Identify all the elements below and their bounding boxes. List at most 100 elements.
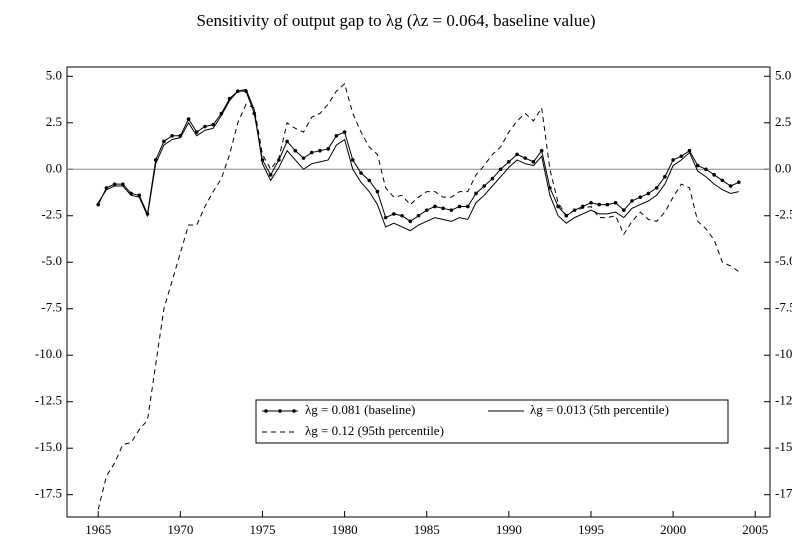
point-marker: [622, 208, 626, 212]
point-marker: [334, 134, 339, 138]
y-tick-label: -15.0: [35, 439, 62, 454]
point-marker: [367, 178, 372, 183]
series-line: [97, 88, 739, 232]
y2-tick-label: -12.5: [775, 393, 792, 408]
point-marker: [309, 150, 314, 155]
x-tick-label: 2005: [742, 522, 768, 537]
point-marker: [465, 204, 470, 209]
y2-tick-label: -7.5: [775, 300, 792, 315]
point-marker: [663, 174, 667, 179]
point-marker: [449, 208, 454, 212]
point-marker: [605, 202, 610, 207]
y2-tick-label: -15.0: [775, 439, 792, 454]
point-marker: [359, 171, 363, 175]
y-tick-label: 2.5: [46, 114, 62, 129]
point-marker: [424, 208, 429, 212]
point-marker: [433, 204, 437, 209]
point-marker: [589, 200, 593, 205]
point-marker: [441, 206, 445, 211]
legend-box: [255, 399, 729, 444]
point-marker: [704, 167, 708, 172]
chart-title: Sensitivity of output gap to λg (λz = 0.…: [196, 11, 595, 30]
x-tick-label: 1980: [332, 522, 358, 537]
point-marker: [137, 193, 142, 198]
point-marker: [482, 184, 487, 188]
point-marker: [630, 199, 634, 203]
point-marker: [342, 130, 347, 134]
point-marker: [531, 160, 536, 164]
y-tick-label: -2.5: [41, 207, 62, 222]
point-marker: [318, 148, 322, 153]
x-tick-label: 1995: [578, 522, 604, 537]
y-tick-label: -17.5: [35, 486, 62, 501]
legend-label: λg = 0.013 (5th percentile): [530, 402, 669, 417]
point-marker: [613, 200, 618, 205]
point-marker: [638, 195, 643, 199]
legend-label: λg = 0.081 (baseline): [305, 402, 415, 417]
series-line: [97, 90, 739, 222]
y-tick-label: 5.0: [46, 67, 62, 82]
point-marker: [162, 139, 166, 144]
point-marker: [646, 191, 651, 196]
point-marker: [490, 176, 495, 181]
legend-label: λg = 0.12 (95th percentile): [305, 423, 444, 438]
point-marker: [654, 186, 659, 190]
point-marker: [474, 191, 478, 196]
point-marker: [392, 212, 396, 216]
point-marker: [400, 213, 404, 218]
x-tick-label: 2000: [660, 522, 686, 537]
point-marker: [301, 156, 306, 160]
legend-marker: [292, 409, 296, 413]
point-marker: [728, 184, 733, 188]
point-marker: [104, 186, 109, 190]
x-tick-label: 1975: [249, 522, 275, 537]
y-tick-label: -5.0: [41, 253, 62, 268]
point-marker: [170, 134, 174, 138]
point-marker: [350, 158, 355, 162]
y2-tick-label: 0.0: [775, 160, 791, 175]
point-marker: [556, 204, 560, 209]
point-marker: [539, 148, 544, 153]
y-tick-label: -10.0: [35, 346, 62, 361]
y2-tick-label: -10.0: [775, 346, 792, 361]
y2-tick-label: 2.5: [775, 114, 791, 129]
y2-tick-label: 5.0: [775, 67, 791, 82]
point-marker: [383, 215, 388, 220]
point-marker: [408, 219, 413, 224]
point-marker: [720, 178, 725, 183]
point-marker: [203, 124, 207, 129]
point-marker: [186, 117, 191, 121]
x-tick-label: 1965: [85, 522, 111, 537]
point-marker: [671, 158, 675, 162]
x-tick-label: 1985: [414, 522, 440, 537]
point-marker: [121, 182, 125, 186]
point-marker: [457, 204, 462, 209]
point-marker: [523, 156, 528, 160]
point-marker: [515, 152, 519, 157]
plot-frame: [66, 66, 771, 518]
y-tick-label: 0.0: [46, 160, 62, 175]
point-marker: [507, 160, 511, 164]
point-marker: [375, 189, 380, 194]
point-marker: [580, 204, 585, 209]
point-marker: [285, 139, 289, 144]
point-marker: [416, 213, 421, 218]
y2-tick-label: -2.5: [775, 207, 792, 222]
y2-tick-label: -17.5: [775, 486, 792, 501]
point-marker: [293, 148, 298, 153]
point-marker: [597, 202, 601, 207]
point-marker: [736, 180, 741, 185]
point-marker: [679, 154, 684, 159]
point-marker: [268, 173, 273, 177]
x-tick-label: 1970: [167, 522, 193, 537]
y-tick-label: -7.5: [41, 300, 62, 315]
series-line: [97, 82, 740, 510]
point-marker: [695, 163, 700, 168]
y2-tick-label: -5.0: [775, 253, 792, 268]
legend-marker: [264, 409, 268, 413]
point-marker: [712, 173, 716, 177]
legend-marker: [278, 409, 282, 413]
point-marker: [112, 182, 117, 186]
x-tick-label: 1990: [496, 522, 522, 537]
